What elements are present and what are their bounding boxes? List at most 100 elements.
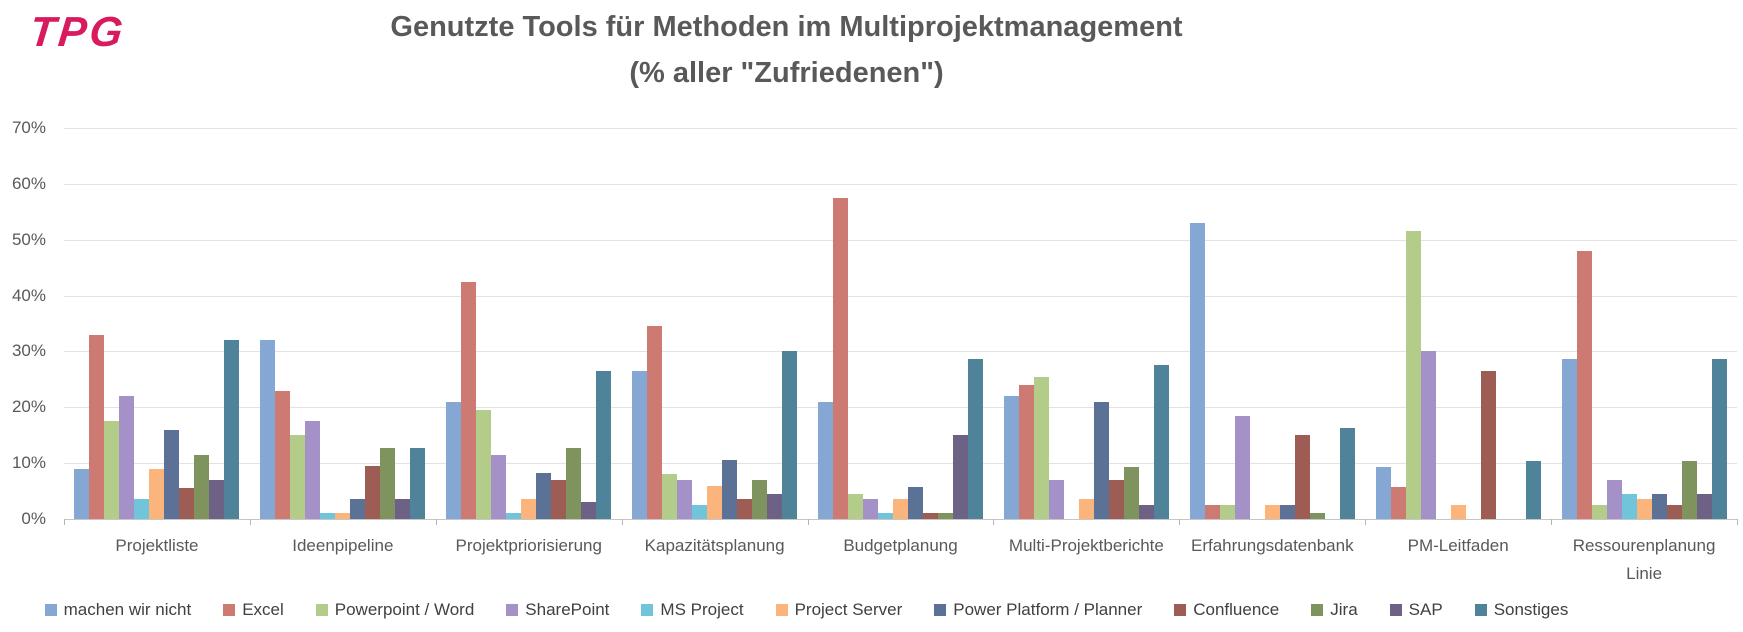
bar (335, 513, 351, 519)
legend-label: Sonstiges (1493, 600, 1569, 619)
y-axis-tick-label: 10% (11, 453, 46, 473)
legend-swatch-icon (775, 604, 788, 616)
legend-swatch-icon (1174, 604, 1187, 616)
bar (119, 396, 135, 519)
bar (938, 513, 953, 519)
x-axis-category-label: Kapazitätsplanung (644, 536, 785, 555)
bar (677, 479, 693, 519)
bar (320, 513, 336, 519)
bar (1576, 250, 1592, 519)
bar (1264, 505, 1280, 519)
y-axis-tick-label: 0% (21, 509, 46, 528)
bar (1651, 493, 1667, 519)
bar (1405, 231, 1421, 519)
bar (908, 487, 923, 519)
bar (275, 390, 291, 519)
bar (104, 421, 120, 519)
bar (1093, 401, 1109, 519)
bar-group (1179, 128, 1367, 525)
bar (1108, 479, 1124, 519)
legend-swatch-icon (506, 604, 519, 616)
legend: machen wir nicht Excel Powerpoint / Word Sh… (0, 600, 1613, 620)
bar (863, 499, 878, 519)
bar-group (993, 128, 1181, 525)
bar (1123, 467, 1139, 519)
bar (782, 351, 798, 519)
bar (1525, 461, 1541, 519)
bar (1696, 493, 1712, 519)
legend-label: MS Project (660, 600, 744, 619)
legend-swatch-icon (315, 604, 328, 616)
bar (767, 493, 783, 519)
bar (1234, 415, 1250, 519)
legend-swatch-icon (934, 604, 947, 616)
bar (1138, 505, 1154, 519)
bar (1189, 222, 1205, 519)
bar (551, 479, 567, 519)
bar (491, 454, 507, 519)
legend-label: Jira (1330, 600, 1358, 619)
bar (395, 499, 411, 519)
bar (365, 465, 381, 519)
legend-swatch-icon (1389, 604, 1402, 616)
bar (581, 502, 597, 519)
bar (1018, 384, 1034, 519)
x-axis-category-label: Projektliste (115, 536, 199, 555)
bar (1219, 505, 1235, 519)
bar (1153, 365, 1169, 519)
bar (536, 472, 552, 519)
x-axis-category-label: PM-Leitfaden (1407, 536, 1509, 555)
bar (290, 435, 306, 519)
bar (1606, 479, 1622, 519)
bar (923, 513, 938, 519)
bar (194, 454, 210, 519)
legend-label: Confluence (1193, 600, 1280, 619)
chart-title: Genutzte Tools für Methoden im Multiproj… (0, 4, 1573, 97)
bar (737, 499, 753, 519)
gridline (64, 463, 1737, 465)
bar (260, 340, 276, 519)
bar-group (250, 128, 437, 525)
bar (164, 429, 180, 519)
bar (953, 435, 968, 519)
bar (1204, 505, 1220, 519)
x-axis-category-label: Budgetplanung (843, 536, 958, 555)
bar (461, 281, 477, 519)
legend-label: Power Platform / Planner (953, 600, 1143, 619)
legend-swatch-icon (44, 604, 57, 616)
x-axis-category-label: Erfahrungsdatenbank (1191, 536, 1354, 555)
legend-item: Sonstiges (1474, 600, 1569, 620)
bar-groups (64, 128, 1738, 525)
y-axis-tick-label: 50% (11, 229, 46, 249)
bar (1375, 467, 1391, 519)
bar (692, 505, 708, 519)
bar (833, 197, 848, 519)
chart-title-line2: (% aller "Zufriedenen") (629, 57, 944, 90)
x-axis-category-label: Ressourenplanung Linie (1572, 536, 1716, 584)
bar-group (622, 128, 809, 525)
legend-item: Confluence (1174, 600, 1279, 620)
bar (1621, 493, 1637, 519)
y-axis-tick-label: 60% (11, 173, 46, 193)
bar (506, 513, 522, 519)
bar (848, 493, 863, 519)
bar (968, 358, 983, 519)
chart-title-line1: Genutzte Tools für Methoden im Multiproj… (390, 11, 1183, 43)
bar (380, 447, 396, 519)
bar (1591, 505, 1607, 519)
bar (566, 447, 582, 519)
bar (1339, 427, 1355, 519)
bar (1003, 396, 1019, 519)
bar (1681, 461, 1697, 519)
bar (647, 326, 663, 519)
bar-group (64, 128, 251, 525)
gridline (64, 351, 1737, 353)
legend-item: Power Platform / Planner (934, 600, 1142, 620)
bar (662, 474, 678, 519)
gridline (64, 128, 1737, 129)
y-axis-tick-label: 70% (11, 118, 46, 137)
bar (1666, 505, 1682, 519)
legend-label: machen wir nicht (63, 600, 192, 619)
legend-label: SAP (1408, 600, 1443, 619)
